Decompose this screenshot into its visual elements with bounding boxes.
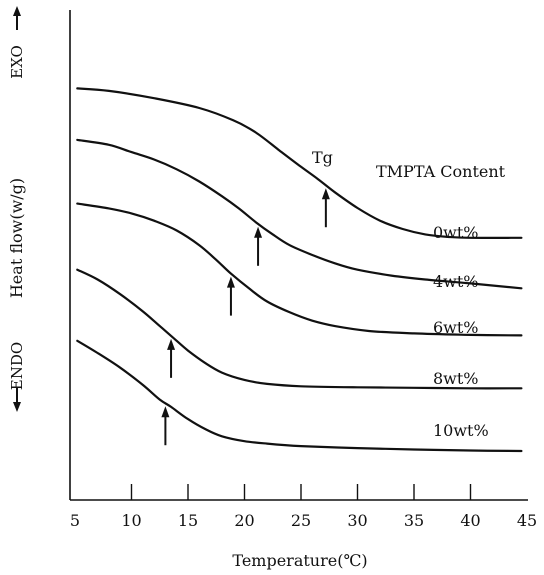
endo-arrow-icon <box>13 388 21 412</box>
tg-label: Tg <box>312 148 333 167</box>
x-tick-label: 25 <box>291 511 311 530</box>
series-line <box>76 339 523 453</box>
series-label: 8wt% <box>433 369 479 388</box>
x-ticks <box>130 484 472 500</box>
x-tick-label: 40 <box>460 511 480 530</box>
series-line <box>76 87 523 239</box>
x-tick-label: 35 <box>404 511 424 530</box>
tg-markers <box>161 188 330 446</box>
series-line <box>76 138 523 290</box>
y-axis-label: Heat flow(w/g) <box>7 178 26 298</box>
series-label: 4wt% <box>433 272 479 291</box>
series-label: 6wt% <box>433 318 479 337</box>
tg-arrow-icon <box>161 406 170 446</box>
series-lines <box>76 87 523 453</box>
exo-label: EXO <box>8 45 26 79</box>
x-tick-label: 5 <box>70 511 80 530</box>
series-labels: 0wt% 4wt% 6wt% 8wt% 10wt% <box>433 223 489 440</box>
tg-arrow-icon <box>167 338 176 378</box>
series-label: 10wt% <box>433 421 489 440</box>
x-tick-labels: 5 10 15 20 25 30 35 40 45 <box>70 511 537 530</box>
series-line <box>76 202 523 337</box>
legend-title: TMPTA Content <box>376 162 506 181</box>
tg-arrow-icon <box>226 276 235 316</box>
endo-label: ENDO <box>8 342 26 390</box>
exo-arrow-icon <box>13 6 21 30</box>
x-tick-label: 45 <box>517 511 537 530</box>
series-line <box>76 268 523 390</box>
x-tick-label: 10 <box>121 511 141 530</box>
x-tick-label: 30 <box>347 511 367 530</box>
tg-arrow-icon <box>321 188 330 228</box>
x-tick-label: 20 <box>234 511 254 530</box>
x-tick-label: 15 <box>178 511 198 530</box>
series-label: 0wt% <box>433 223 479 242</box>
tg-arrow-icon <box>254 226 263 266</box>
x-axis-label: Temperature(℃) <box>232 551 367 570</box>
